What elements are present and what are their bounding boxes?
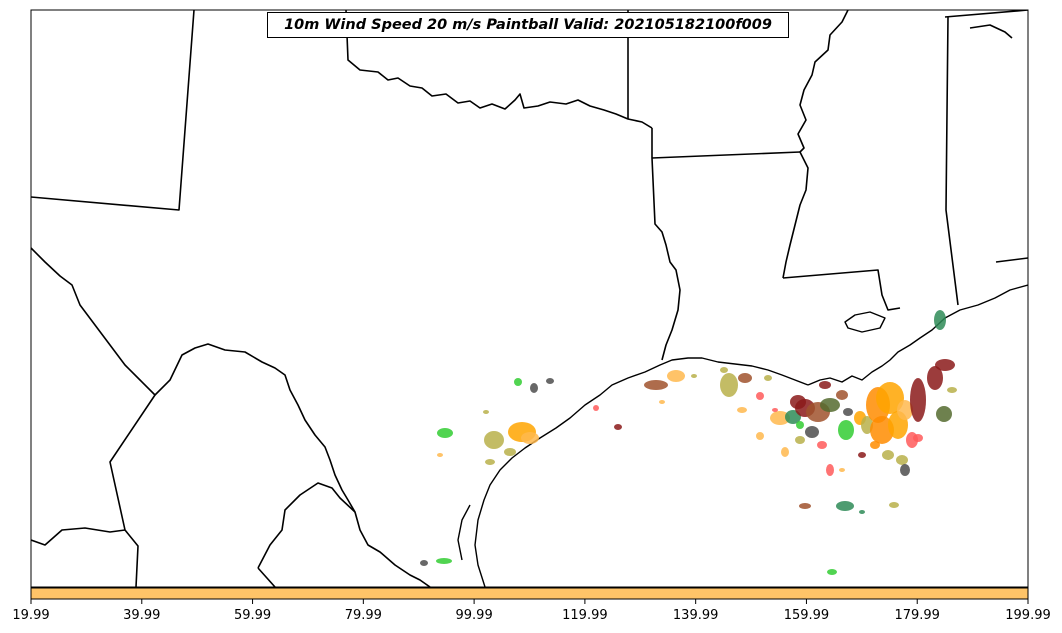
mexico-state-line-3 — [257, 482, 356, 569]
paintball-blob — [838, 420, 854, 440]
paintball-blob — [737, 407, 747, 413]
tx-coastline — [474, 357, 809, 587]
paintball-blob — [720, 373, 738, 397]
ar-la-border — [651, 151, 801, 159]
barrier-island — [457, 504, 471, 561]
paintball-blob — [521, 432, 539, 444]
mississippi-river — [782, 10, 849, 279]
mexico-state-line-4 — [257, 567, 276, 587]
colorbar-tick-label: 59.99 — [234, 608, 271, 623]
paintball-blob — [795, 436, 805, 444]
paintball-blob — [889, 502, 899, 508]
paintball-blob — [796, 421, 804, 429]
paintball-blob — [738, 373, 752, 383]
al-ga-border — [944, 10, 1028, 18]
basemap — [31, 10, 1028, 587]
paintball-blob — [839, 468, 845, 472]
mexico-state-line-2 — [31, 527, 126, 546]
paintball-blob — [781, 447, 789, 457]
colorbar-tick-label: 39.99 — [123, 608, 160, 623]
paintball-blob — [772, 408, 778, 412]
colorbar-tick-label: 119.99 — [562, 608, 608, 623]
paintball-blob — [826, 464, 834, 476]
lake-pontchartrain — [844, 311, 886, 333]
paintball-blob — [593, 405, 599, 411]
colorbar — [30, 587, 1029, 600]
paintball-blob — [770, 411, 790, 425]
rio-grande — [31, 247, 431, 587]
paintball-blob — [927, 366, 943, 390]
nm-tx-border — [31, 10, 195, 211]
paintball-blob — [900, 464, 910, 476]
paintball-blob — [437, 453, 443, 457]
paintball-blob — [659, 400, 665, 404]
paintball-blob — [897, 400, 913, 420]
ms-al-border — [945, 16, 959, 306]
paintball-blob — [859, 510, 865, 514]
tx-la-border — [651, 128, 681, 361]
paintball-blob — [896, 455, 908, 465]
paintball-blob — [870, 416, 894, 444]
paintball-blob — [484, 431, 504, 449]
paintball-blob — [861, 416, 873, 434]
paintball-blob — [720, 367, 728, 373]
paintball-blob — [691, 374, 697, 378]
map-frame — [30, 9, 1029, 588]
paintball-blob — [836, 390, 848, 400]
colorbar-tick-label: 19.99 — [12, 608, 49, 623]
paintball-blob — [785, 410, 801, 424]
paintball-blob — [936, 406, 952, 422]
colorbar-tick-label: 79.99 — [345, 608, 382, 623]
paintball-blob — [870, 441, 880, 449]
paintball-blob — [436, 558, 452, 564]
paintball-blob — [530, 383, 538, 393]
paintball-blob — [819, 381, 831, 389]
paintball-blob — [910, 378, 926, 422]
colorbar-tick-label: 159.99 — [784, 608, 830, 623]
paintball-blob — [934, 310, 946, 330]
la-coastline — [807, 284, 1028, 386]
paintball-blob — [799, 503, 811, 509]
paintball-blob — [546, 378, 554, 384]
paintball-blob — [935, 359, 955, 371]
paintball-blob — [827, 569, 837, 575]
paintball-blob — [843, 408, 853, 416]
paintball-blob — [504, 448, 516, 456]
colorbar-tick-label: 139.99 — [673, 608, 719, 623]
paintball-blob — [817, 441, 827, 449]
paintball-blob — [836, 501, 854, 511]
paintball-blob — [858, 452, 866, 458]
paintball-blob — [882, 450, 894, 460]
paintball-blob — [514, 378, 522, 386]
paintball-blob — [437, 428, 453, 438]
paintball-blob — [483, 410, 489, 414]
colorbar-tick-label: 199.99 — [1005, 608, 1051, 623]
paintball-blob — [485, 459, 495, 465]
paintball-layer — [420, 310, 957, 575]
paintball-blob — [764, 375, 772, 381]
la-ms-border — [782, 269, 901, 311]
map-title: 10m Wind Speed 20 m/s Paintball Valid: 2… — [267, 12, 789, 38]
paintball-blob — [420, 560, 428, 566]
colorbar-ticks: 19.99 39.99 59.99 79.99 99.99 119.99 139.99 159… — [12, 599, 1051, 623]
colorbar-tick-label: 179.99 — [894, 608, 940, 623]
paintball-blob — [614, 424, 622, 430]
lake-outline — [969, 24, 1013, 39]
paintball-blob — [947, 387, 957, 393]
paintball-blob — [820, 398, 840, 412]
paintball-blob — [913, 434, 923, 442]
paintball-blob — [756, 392, 764, 400]
paintball-blob — [756, 432, 764, 440]
colorbar-tick-label: 99.99 — [456, 608, 493, 623]
paintball-blob — [805, 426, 819, 438]
fl-border — [995, 257, 1028, 263]
paintball-blob — [667, 370, 685, 382]
paintball-blob — [876, 382, 904, 414]
paintball-blob — [644, 380, 668, 390]
ok-tx-border — [345, 10, 653, 129]
